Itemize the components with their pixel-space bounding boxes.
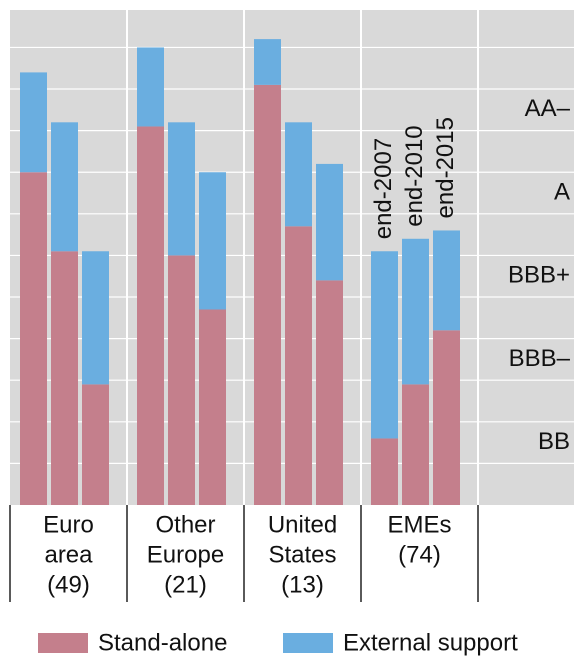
- y-tick-label: BBB+: [508, 262, 570, 289]
- bar-segment: [316, 163, 343, 281]
- bar-segment: [137, 126, 164, 506]
- bar-segment: [51, 122, 78, 252]
- y-tick-label: A: [554, 178, 570, 205]
- x-tick-label: States: [268, 541, 336, 568]
- x-tick-label: United: [268, 511, 337, 538]
- legend-swatch: [283, 633, 333, 653]
- bar-segment: [82, 384, 109, 505]
- sub-category-label: end-2010: [401, 125, 428, 226]
- bar-segment: [371, 438, 398, 505]
- x-tick-label: EMEs: [387, 511, 451, 538]
- y-tick-label: BBB–: [509, 345, 571, 372]
- bar-segment: [316, 280, 343, 505]
- sub-category-label: end-2015: [432, 117, 459, 218]
- x-tick-label: area: [44, 541, 93, 568]
- bar-segment: [20, 172, 47, 505]
- bar-segment: [20, 72, 47, 173]
- bar-segment: [82, 251, 109, 385]
- bar-segment: [285, 122, 312, 227]
- bar-segment: [51, 251, 78, 505]
- x-tick-label: (13): [281, 571, 324, 598]
- x-tick-label: (74): [398, 541, 441, 568]
- sub-category-label: end-2007: [370, 138, 397, 239]
- x-tick-label: (49): [47, 571, 90, 598]
- bar-segment: [285, 226, 312, 505]
- x-tick-label: Europe: [147, 541, 224, 568]
- bar-segment: [402, 384, 429, 505]
- x-tick-label: Euro: [43, 511, 94, 538]
- bar-segment: [402, 238, 429, 385]
- legend-label: External support: [343, 629, 518, 656]
- bar-segment: [433, 330, 460, 505]
- bar-segment: [433, 230, 460, 331]
- bar-segment: [371, 251, 398, 439]
- bar-segment: [168, 122, 195, 256]
- bar-segment: [254, 84, 281, 505]
- bar-segment: [199, 172, 226, 310]
- bar-segment: [137, 47, 164, 127]
- y-tick-label: BB: [538, 428, 570, 455]
- bar-segment: [199, 309, 226, 505]
- legend-swatch: [38, 633, 88, 653]
- bar-segment: [254, 39, 281, 85]
- bar-segment: [168, 255, 195, 505]
- y-tick-label: AA–: [525, 95, 571, 122]
- legend-label: Stand-alone: [98, 629, 227, 656]
- x-tick-label: (21): [164, 571, 207, 598]
- x-tick-label: Other: [155, 511, 215, 538]
